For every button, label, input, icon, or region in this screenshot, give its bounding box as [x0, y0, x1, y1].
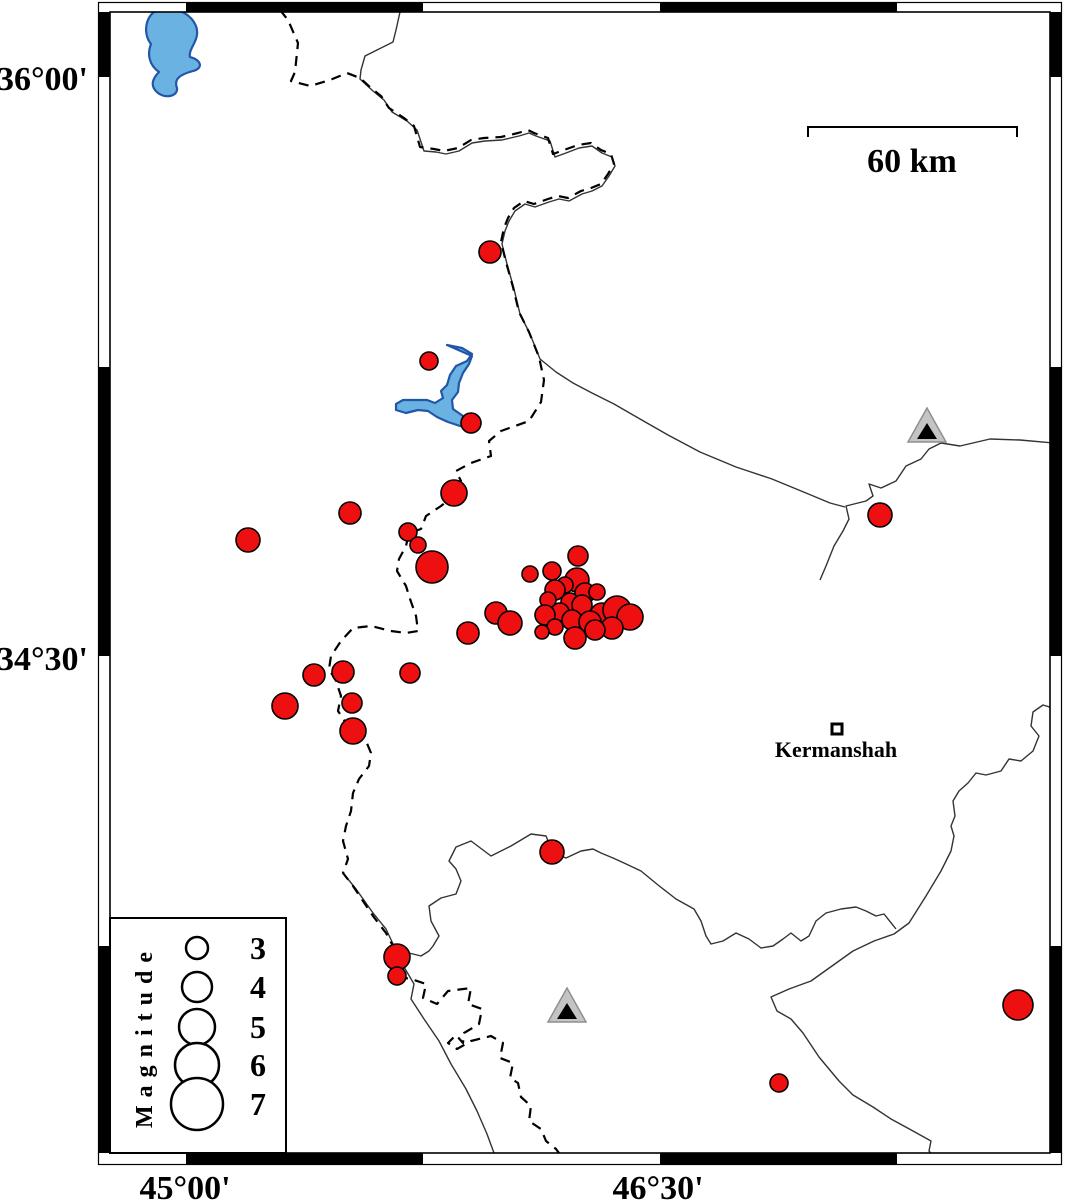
international-border: [397, 975, 560, 1153]
frame-band-top: [423, 2, 660, 12]
border-layer: [280, 12, 616, 1153]
station-triangle: [546, 986, 588, 1023]
earthquake-marker: [567, 545, 589, 567]
earthquake-marker: [399, 662, 421, 684]
earthquake-marker: [497, 610, 523, 636]
river-line: [403, 966, 495, 1153]
earthquake-marker: [584, 619, 606, 641]
earthquake-marker: [419, 351, 439, 371]
legend-magnitude-label: 6: [250, 1047, 266, 1083]
frame-outer-line: [97, 1, 1063, 1166]
lake: [145, 12, 201, 98]
frame-band-top: [186, 2, 423, 12]
frame-band-right: [1050, 77, 1062, 367]
frame-band-left: [98, 656, 110, 946]
city-square-marker: [830, 722, 844, 736]
legend-title: Magnitude: [132, 944, 158, 1128]
earthquake-marker: [339, 717, 367, 745]
frame-band-top: [110, 2, 186, 12]
frame-band-left: [98, 12, 110, 77]
earthquake-marker: [1002, 989, 1034, 1021]
frame-band-left: [98, 367, 110, 656]
earthquake-marker: [534, 624, 550, 640]
frame-band-right: [1050, 367, 1062, 656]
scale-bar-bracket: [807, 126, 1018, 137]
legend-items: 34 567: [169, 930, 266, 1132]
earthquake-marker: [338, 501, 362, 525]
magnitude-legend: Magnitude 34 567: [109, 917, 287, 1154]
frame-band-top: [660, 2, 897, 12]
legend-magnitude-label: 3: [250, 930, 266, 966]
earthquake-marker: [302, 663, 326, 687]
city-kermanshah: Kermanshah: [775, 722, 897, 762]
river-line: [770, 704, 1050, 1153]
earthquake-marker: [542, 561, 562, 581]
legend-magnitude-label: 5: [250, 1009, 266, 1045]
earthquake-marker: [387, 966, 407, 986]
earthquake-marker: [539, 839, 565, 865]
earthquake-marker: [460, 412, 482, 434]
earthquake-marker: [383, 943, 411, 971]
station-triangle-inner: [917, 423, 937, 439]
earthquake-marker: [440, 479, 468, 507]
frame-band-bottom: [110, 1153, 186, 1165]
frame-band-left: [98, 77, 110, 367]
international-border: [280, 12, 616, 978]
lake: [394, 343, 474, 429]
earthquake-marker: [521, 565, 539, 583]
scale-bar-label: 60 km: [867, 143, 957, 180]
station-triangle-inner: [557, 1003, 577, 1019]
earthquake-marker: [398, 522, 418, 542]
river-line: [342, 833, 897, 957]
frame-band-bottom: [423, 1153, 660, 1165]
frame-band-bottom: [897, 1153, 1050, 1165]
legend-magnitude-circle: [180, 970, 214, 1004]
station-triangle: [906, 406, 948, 443]
earthquake-marker: [769, 1073, 789, 1093]
earthquake-layer: [235, 240, 1034, 1093]
lake-layer: [145, 12, 474, 429]
river-layer: [342, 12, 1050, 1153]
frame-band-right: [1050, 656, 1062, 946]
earthquake-marker: [456, 621, 480, 645]
frame-band-bottom: [186, 1153, 423, 1165]
river-line: [359, 12, 846, 508]
frame-inner-line: [109, 11, 1051, 1154]
map-frame: [97, 1, 1063, 1166]
frame-band-top: [897, 2, 1050, 12]
legend-magnitude-label: 4: [250, 969, 266, 1005]
lat-label-36-00: 36°00': [0, 61, 88, 98]
frame-band-right: [1050, 12, 1062, 77]
frame-band-right: [1050, 946, 1062, 1153]
lat-label-34-30: 34°30': [0, 641, 88, 678]
frame-band-bottom: [660, 1153, 897, 1165]
earthquake-marker: [616, 603, 644, 631]
earthquake-marker: [341, 692, 363, 714]
scale-bar: 60 km: [807, 126, 1018, 180]
earthquake-marker: [271, 692, 299, 720]
earthquake-marker: [409, 536, 427, 554]
earthquake-marker: [331, 660, 355, 684]
earthquake-marker: [563, 626, 587, 650]
earthquake-marker: [867, 502, 893, 528]
city-label: Kermanshah: [775, 737, 897, 762]
lon-label-46-30: 46°30': [612, 1170, 703, 1204]
legend-magnitude-label: 7: [250, 1086, 266, 1122]
frame-band-left: [98, 946, 110, 1153]
river-line: [819, 438, 1050, 581]
earthquake-marker: [415, 550, 449, 584]
earthquake-marker: [235, 527, 261, 553]
earthquake-marker: [588, 583, 606, 601]
legend-magnitude-circle: [177, 1007, 217, 1047]
legend-magnitude-circle: [169, 1076, 225, 1132]
earthquake-marker: [478, 240, 502, 264]
legend-magnitude-circle: [184, 935, 210, 961]
lon-label-45-00: 45°00': [139, 1170, 230, 1204]
station-layer: [546, 406, 948, 1023]
